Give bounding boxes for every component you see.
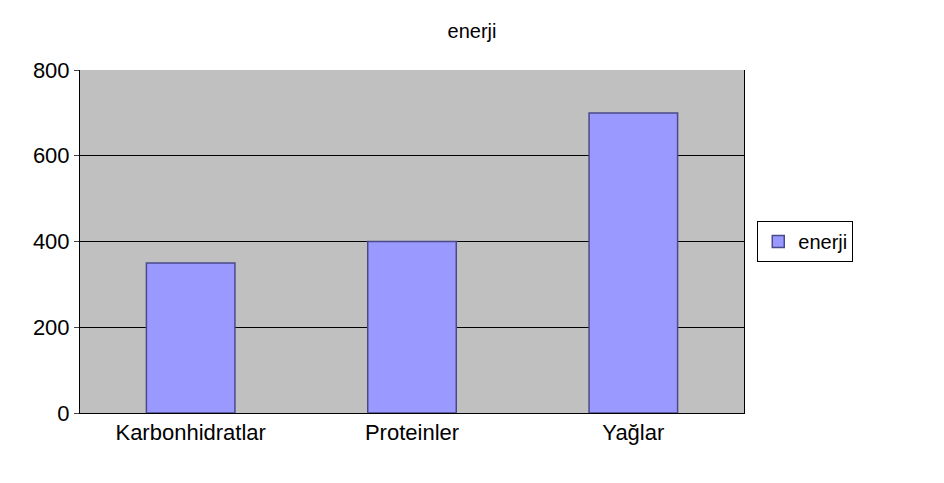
svg-text:Yağlar: Yağlar <box>602 420 664 445</box>
svg-text:Proteinler: Proteinler <box>365 420 459 445</box>
svg-text:400: 400 <box>33 229 70 254</box>
svg-text:enerji: enerji <box>448 20 497 42</box>
svg-text:0: 0 <box>57 401 69 426</box>
svg-text:600: 600 <box>33 143 70 168</box>
svg-text:enerji: enerji <box>798 231 847 253</box>
svg-text:800: 800 <box>33 58 70 83</box>
svg-text:Karbonhidratlar: Karbonhidratlar <box>115 420 265 445</box>
svg-text:200: 200 <box>33 315 70 340</box>
